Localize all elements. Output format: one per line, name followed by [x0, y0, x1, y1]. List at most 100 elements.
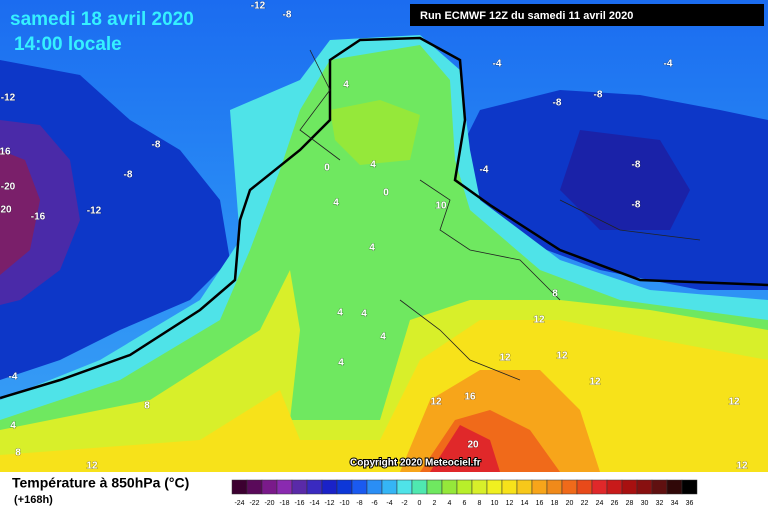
contour-label: 12	[728, 397, 740, 408]
scale-swatch	[231, 479, 248, 495]
scale-swatch	[681, 479, 698, 495]
contour-label: 4	[338, 358, 344, 369]
scale-label: 26	[611, 500, 619, 507]
scale-label: 16	[536, 500, 544, 507]
scale-swatch	[531, 479, 548, 495]
contour-label: 20	[0, 205, 12, 216]
copyright: Copyright 2020 Meteociel.fr	[350, 458, 481, 469]
scale-swatch	[591, 479, 608, 495]
scale-label: -10	[339, 500, 349, 507]
scale-swatch	[246, 479, 263, 495]
scale-swatch	[666, 479, 683, 495]
scale-swatch	[336, 479, 353, 495]
contour-label: 10	[435, 201, 447, 212]
scale-label: -18	[279, 500, 289, 507]
contour-label: -12	[87, 206, 102, 217]
scale-label: -8	[356, 500, 362, 507]
scale-label: 34	[671, 500, 679, 507]
scale-label: -16	[294, 500, 304, 507]
scale-label: 22	[581, 500, 589, 507]
scale-swatch	[261, 479, 278, 495]
scale-swatch	[411, 479, 428, 495]
contour-label: 12	[556, 351, 568, 362]
contour-label: 4	[333, 198, 339, 209]
scale-swatch	[621, 479, 638, 495]
contour-label: -8	[594, 90, 603, 101]
legend-lead: (+168h)	[14, 494, 53, 506]
scale-label: 0	[418, 500, 422, 507]
contour-label: -16	[31, 212, 46, 223]
scale-label: 6	[463, 500, 467, 507]
scale-label: 20	[566, 500, 574, 507]
scale-label: 4	[448, 500, 452, 507]
contour-label: 12	[736, 461, 748, 472]
scale-swatch	[321, 479, 338, 495]
scale-swatch	[366, 479, 383, 495]
contour-labels: -12 -8 -4 -4 -12 -8 -8 4 -8 16 -8 -8 0 4 -4 -20 0 20 -16 -1…	[0, 0, 748, 472]
contour-label: -20	[1, 182, 16, 193]
scale-label: -22	[249, 500, 259, 507]
scale-label: 2	[433, 500, 437, 507]
scale-label: 24	[596, 500, 604, 507]
scale-label: -4	[386, 500, 392, 507]
scale-label: 12	[506, 500, 514, 507]
scale-swatch	[351, 479, 368, 495]
contour-label: -4	[480, 165, 489, 176]
contour-label: 4	[10, 421, 16, 432]
contour-label: -8	[152, 140, 161, 151]
scale-swatch	[441, 479, 458, 495]
map-field	[0, 0, 768, 472]
contour-label: 12	[430, 397, 442, 408]
contour-label: 16	[464, 392, 476, 403]
scale-swatch	[561, 479, 578, 495]
contour-label: 8	[144, 401, 150, 412]
contour-label: 12	[86, 461, 98, 472]
scale-swatch	[381, 479, 398, 495]
contour-label: -12	[1, 93, 16, 104]
scale-label: -20	[264, 500, 274, 507]
scale-swatch	[651, 479, 668, 495]
contour-label: 4	[380, 332, 386, 343]
scale-label: -14	[309, 500, 319, 507]
scale-swatch	[516, 479, 533, 495]
scale-label: 8	[478, 500, 482, 507]
scale-label: -6	[371, 500, 377, 507]
scale-swatch	[396, 479, 413, 495]
scale-swatch	[306, 479, 323, 495]
scale-swatch	[426, 479, 443, 495]
scale-label: 10	[491, 500, 499, 507]
contour-label: -4	[493, 59, 502, 70]
scale-swatch	[576, 479, 593, 495]
contour-label: 0	[324, 163, 330, 174]
run-info: Run ECMWF 12Z du samedi 11 avril 2020	[420, 10, 633, 22]
scale-label: 36	[686, 500, 694, 507]
contour-label: 8	[552, 289, 558, 300]
scale-swatch	[501, 479, 518, 495]
scale-swatch	[486, 479, 503, 495]
scale-label: 28	[626, 500, 634, 507]
contour-label: 4	[337, 308, 343, 319]
scale-label: 18	[551, 500, 559, 507]
color-scale: -24 -22 -20 -18 -16 -14 -12 -10 -8 -6 -4 -2 0 2 4 6 8 10 1…	[231, 479, 698, 507]
contour-label: -8	[124, 170, 133, 181]
valid-time: 14:00 locale	[14, 34, 122, 55]
contour-label: 4	[370, 160, 376, 171]
contour-label: 8	[15, 448, 21, 459]
scale-swatch	[456, 479, 473, 495]
scale-label: -2	[401, 500, 407, 507]
contour-label: 4	[343, 80, 349, 91]
contour-label: 4	[369, 243, 375, 254]
contour-label: 12	[533, 315, 545, 326]
scale-label: 32	[656, 500, 664, 507]
contour-label: -8	[632, 200, 641, 211]
valid-date: samedi 18 avril 2020	[10, 9, 194, 30]
run-box	[410, 4, 764, 26]
scale-swatch	[276, 479, 293, 495]
contour-label: -8	[283, 10, 292, 21]
scale-label: 30	[641, 500, 649, 507]
scale-swatch	[546, 479, 563, 495]
scale-swatch	[471, 479, 488, 495]
contour-label: 12	[589, 377, 601, 388]
contour-label: 16	[0, 147, 11, 158]
